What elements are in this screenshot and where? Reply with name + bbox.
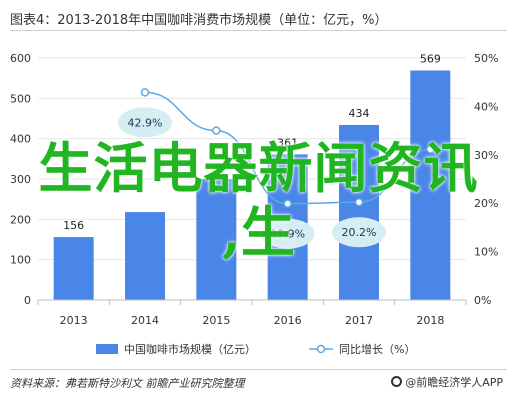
axes: 0 100 200 300 400 500 600 0% 10% 20% 30% 40% 50% 2013… xyxy=(10,52,498,327)
y-right-tick-label: 30% xyxy=(474,149,498,162)
y-left-tick-label: 0 xyxy=(24,294,31,307)
y-left-tick-label: 400 xyxy=(10,133,31,146)
bar-value-label: 361 xyxy=(277,136,298,149)
brand-text: @前瞻经济学人APP xyxy=(405,376,503,389)
x-tick-label: 2013 xyxy=(60,314,88,327)
brand-logo-icon xyxy=(391,376,403,387)
legend-swatch-bar xyxy=(96,344,118,354)
y-right-tick-label: 20% xyxy=(474,197,498,210)
y-left-tick-label: 300 xyxy=(10,173,31,186)
x-tick-label: 2014 xyxy=(131,314,159,327)
x-tick-label: 2018 xyxy=(416,314,444,327)
y-right-tick-label: 0% xyxy=(474,294,491,307)
y-left-tick-label: 100 xyxy=(10,254,31,267)
bar xyxy=(196,179,237,300)
bar xyxy=(339,124,379,300)
x-tick-label: 2016 xyxy=(274,314,302,327)
growth-label-bubble xyxy=(260,218,315,249)
bar-value-label: 569 xyxy=(420,53,441,66)
source-note: 资料来源：弗若斯特沙利文 前瞻产业研究院整理 xyxy=(10,377,245,390)
legend-label-line: 同比增长（%） xyxy=(339,342,415,356)
x-tick-label: 2017 xyxy=(345,314,373,327)
data-labels: 156 361 434 569 42.9% 19.9% 20.2% xyxy=(63,53,441,249)
y-left-tick-label: 200 xyxy=(10,213,31,226)
growth-label-bubble xyxy=(332,217,386,248)
growth-value-label: 20.2% xyxy=(342,226,377,239)
y-right-tick-label: 10% xyxy=(474,246,498,259)
y-left-tick-label: 500 xyxy=(10,92,31,105)
legend: 中国咖啡市场规模（亿元） 同比增长（%） xyxy=(96,342,415,356)
y-right-tick-label: 40% xyxy=(474,100,498,113)
overlay-headline: 生活电器新闻资讯 xyxy=(38,136,479,200)
bar xyxy=(125,212,165,300)
growth-point xyxy=(426,145,435,154)
x-tick-label: 2015 xyxy=(202,314,230,327)
overlay-subline: ,生 xyxy=(222,200,295,264)
chart-title: 图表4：2013-2018年中国咖啡消费市场规模（单位：亿元，%） xyxy=(10,13,388,28)
brand-credit: @前瞻经济学人APP xyxy=(391,374,503,390)
growth-value-label: 19.9% xyxy=(270,228,305,241)
line-series xyxy=(140,88,435,208)
growth-point xyxy=(212,126,221,135)
y-right-tick-label: 50% xyxy=(474,52,498,65)
bar-value-label: 156 xyxy=(63,219,84,232)
title-divider xyxy=(10,30,507,31)
growth-point xyxy=(354,197,364,207)
growth-label-bubble xyxy=(118,107,172,138)
source-divider xyxy=(10,369,507,370)
growth-value-label: 42.9% xyxy=(128,116,163,129)
growth-point xyxy=(283,199,292,208)
legend-swatch-point xyxy=(316,344,326,354)
gridlines xyxy=(38,57,466,261)
bar xyxy=(53,237,94,300)
bar xyxy=(410,70,451,301)
growth-point xyxy=(140,88,150,97)
legend-label-bar: 中国咖啡市场规模（亿元） xyxy=(124,342,256,356)
y-left-tick-label: 600 xyxy=(10,52,31,65)
bar-value-label: 434 xyxy=(349,107,370,120)
